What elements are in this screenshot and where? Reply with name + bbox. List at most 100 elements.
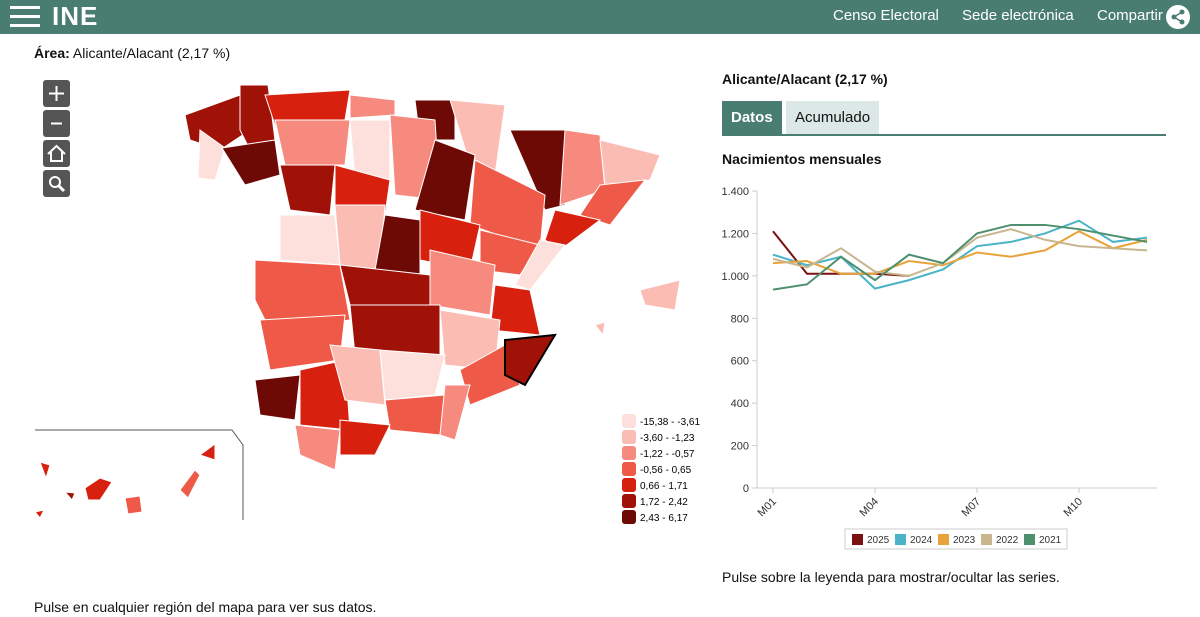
tab-underline bbox=[722, 134, 1166, 136]
nav-link[interactable]: Censo Electoral bbox=[833, 7, 939, 24]
map-region[interactable] bbox=[124, 495, 143, 515]
share-icon[interactable] bbox=[1165, 4, 1191, 30]
zoom-out[interactable] bbox=[43, 110, 70, 137]
legend-swatch bbox=[622, 414, 636, 428]
search-button[interactable] bbox=[43, 170, 70, 197]
map-region[interactable] bbox=[599, 139, 661, 186]
header-bar: INE Censo Electoral Sede electrónica Com… bbox=[0, 0, 1200, 34]
y-tick-label: 400 bbox=[731, 398, 749, 410]
map-region[interactable] bbox=[509, 129, 571, 211]
x-tick-label: M10 bbox=[1061, 496, 1085, 520]
legend-item[interactable]: 2025 bbox=[852, 534, 890, 546]
map-region[interactable] bbox=[294, 424, 341, 471]
legend-swatch bbox=[622, 430, 636, 444]
y-tick-label: 0 bbox=[743, 483, 749, 495]
y-tick-label: 1.400 bbox=[721, 186, 749, 198]
map-region[interactable] bbox=[489, 284, 541, 336]
x-tick-label: M07 bbox=[959, 496, 983, 520]
legend-label: 0,66 - 1,71 bbox=[640, 481, 688, 492]
series-line bbox=[772, 230, 1148, 275]
map-region[interactable] bbox=[221, 139, 281, 186]
tab[interactable]: Acumulado bbox=[786, 101, 880, 135]
area-line: Área: Alicante/Alacant (2,17 %) bbox=[34, 45, 230, 61]
zoom-in[interactable] bbox=[43, 80, 70, 107]
legend-label: 2021 bbox=[1039, 535, 1062, 546]
legend-swatch bbox=[895, 534, 906, 545]
menu-icon[interactable] bbox=[10, 5, 42, 29]
legend-label: 2023 bbox=[953, 535, 976, 546]
map-region[interactable] bbox=[349, 119, 391, 186]
map-region[interactable] bbox=[439, 384, 471, 441]
legend-item[interactable]: 2021 bbox=[1024, 534, 1062, 546]
panel-title: Alicante/Alacant (2,17 %) bbox=[722, 71, 888, 87]
map-region[interactable] bbox=[384, 394, 446, 436]
y-tick-label: 200 bbox=[731, 441, 749, 453]
y-tick-label: 1.200 bbox=[721, 228, 749, 240]
map-region[interactable] bbox=[259, 314, 346, 371]
area-label: Área: bbox=[34, 45, 70, 61]
x-tick-label: M01 bbox=[755, 496, 779, 520]
map-region[interactable] bbox=[274, 119, 351, 166]
map-region[interactable] bbox=[379, 349, 446, 401]
tab-active[interactable]: Datos bbox=[722, 101, 782, 135]
map: -15,38 - -3,61 -3,60 - -1,23 -1,22 - -0,57… bbox=[34, 84, 700, 524]
map-region[interactable] bbox=[63, 491, 76, 501]
map-region[interactable] bbox=[414, 139, 476, 221]
x-tick-label: M04 bbox=[857, 496, 881, 520]
map-region[interactable] bbox=[349, 94, 396, 119]
legend-swatch bbox=[622, 478, 636, 492]
chart-hint: Pulse sobre la leyenda para mostrar/ocul… bbox=[722, 569, 1060, 585]
legend-swatch bbox=[852, 534, 863, 545]
legend-label: 2024 bbox=[910, 535, 933, 546]
legend-swatch bbox=[622, 462, 636, 476]
map-region[interactable] bbox=[34, 509, 45, 519]
map-region[interactable] bbox=[39, 461, 51, 480]
chart-legend: 2025 2024 2023 2022 2021 bbox=[844, 528, 1068, 550]
legend-item[interactable]: 2024 bbox=[895, 534, 933, 546]
y-tick-label: 1.000 bbox=[721, 271, 749, 283]
home-button[interactable] bbox=[43, 140, 70, 167]
legend-swatch bbox=[622, 494, 636, 508]
map-region[interactable] bbox=[594, 321, 606, 337]
map-region[interactable] bbox=[84, 477, 113, 501]
line-chart: 0 200 400 600 800 1.000 1.200 1.400 M01 M04 M07 M10… bbox=[721, 186, 1157, 550]
y-tick-label: 800 bbox=[731, 313, 749, 325]
map-hint: Pulse en cualquier región del mapa para … bbox=[34, 599, 377, 615]
map-region[interactable] bbox=[329, 344, 386, 406]
nav-link[interactable]: Sede electrónica bbox=[962, 7, 1074, 24]
series-line bbox=[772, 228, 1148, 277]
area-value: Alicante/Alacant (2,17 %) bbox=[72, 45, 231, 61]
legend-item[interactable]: 2022 bbox=[981, 534, 1019, 546]
map-region[interactable] bbox=[179, 469, 201, 499]
legend-label: 2025 bbox=[867, 535, 890, 546]
legend-label: -0,56 - 0,65 bbox=[640, 465, 692, 476]
map-region[interactable] bbox=[197, 129, 226, 181]
series-line bbox=[772, 223, 1148, 291]
legend-item[interactable]: 2023 bbox=[938, 534, 976, 546]
selected-region[interactable] bbox=[504, 333, 557, 387]
nav-link[interactable]: Compartir bbox=[1097, 7, 1163, 24]
map-region[interactable] bbox=[429, 249, 496, 316]
map-region[interactable] bbox=[349, 304, 441, 356]
map-region[interactable] bbox=[279, 214, 341, 266]
map-region[interactable] bbox=[579, 179, 647, 226]
canary-inset bbox=[35, 429, 244, 520]
map-region[interactable] bbox=[254, 374, 301, 421]
legend-label: -1,22 - -0,57 bbox=[640, 449, 695, 460]
legend-swatch bbox=[622, 446, 636, 460]
legend-label: -15,38 - -3,61 bbox=[640, 417, 700, 428]
legend-swatch bbox=[622, 510, 636, 524]
chart-title: Nacimientos mensuales bbox=[722, 151, 882, 167]
map-region[interactable] bbox=[339, 419, 391, 456]
legend-label: -3,60 - -1,23 bbox=[640, 433, 695, 444]
logo[interactable]: INE bbox=[52, 1, 99, 31]
y-tick-label: 600 bbox=[731, 356, 749, 368]
map-region[interactable] bbox=[198, 443, 216, 461]
map-region[interactable] bbox=[639, 279, 681, 311]
legend-swatch bbox=[981, 534, 992, 545]
legend-swatch bbox=[1024, 534, 1035, 545]
map-region[interactable] bbox=[279, 164, 336, 216]
legend-label: 2022 bbox=[996, 535, 1019, 546]
